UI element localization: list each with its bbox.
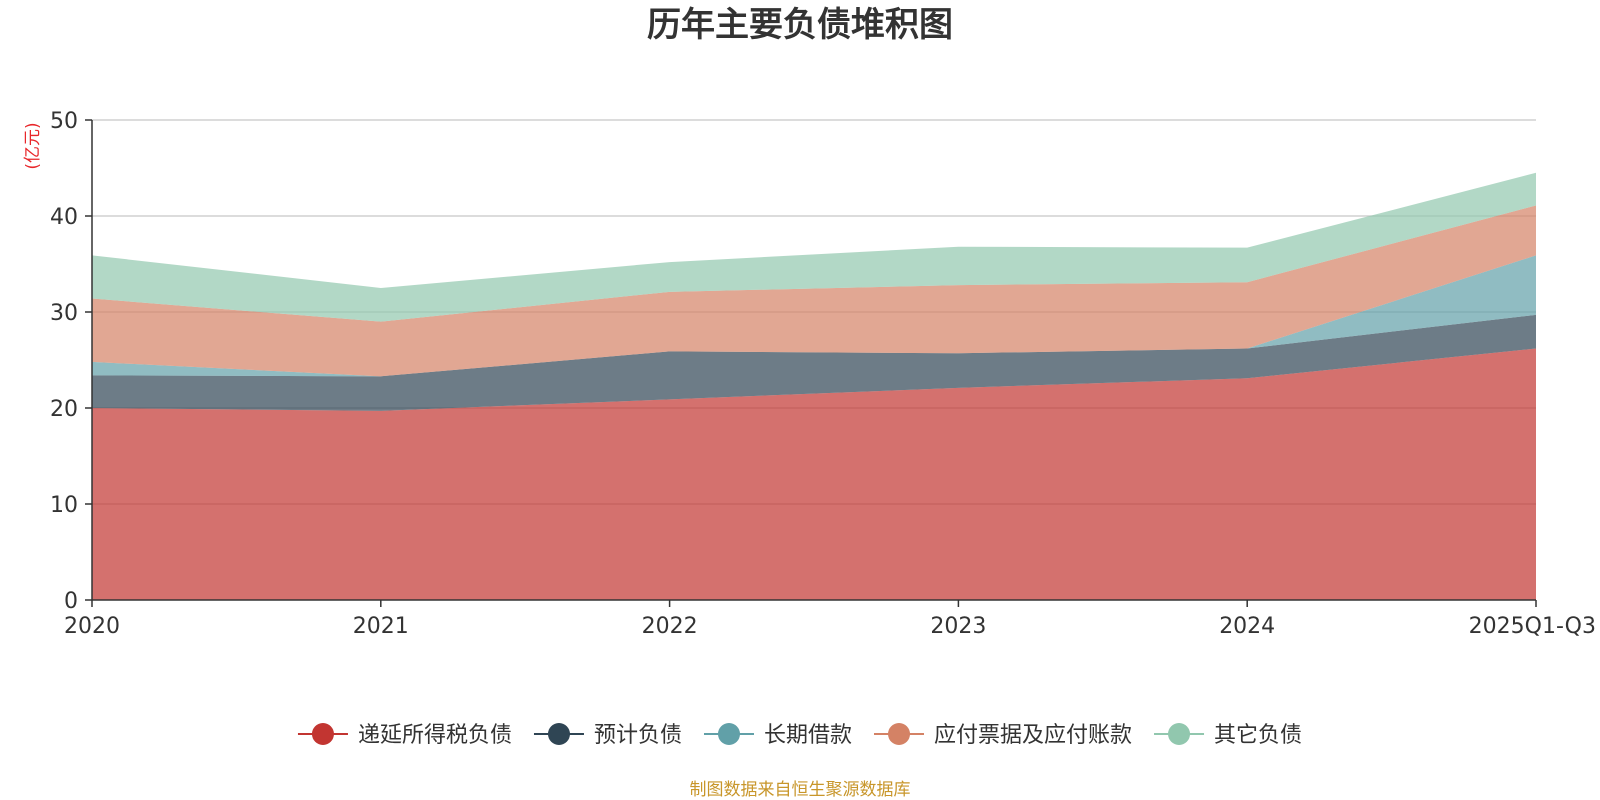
y-tick-label: 10 [50, 493, 78, 518]
legend-marker-icon [311, 723, 334, 745]
legend-item[interactable]: 预计负债 [533, 723, 682, 748]
y-tick-label: 30 [50, 301, 78, 326]
legend-label: 其它负债 [1214, 723, 1302, 748]
x-tick-label: 2021 [353, 614, 409, 639]
x-tick-label: 2024 [1219, 614, 1275, 639]
legend-label: 预计负债 [594, 723, 682, 748]
x-tick-label: 2025Q1-Q3 [1469, 614, 1596, 639]
area-series [92, 172, 1536, 600]
axes: 0 10 20 30 40 50 2020 2021 2022 2023 2024 2025Q1-Q3 [50, 109, 1596, 639]
x-tick-label: 2020 [64, 614, 120, 639]
legend-item[interactable]: 递延所得税负债 [297, 723, 512, 748]
legend-marker-icon [1168, 723, 1191, 745]
area-其它负债 [92, 172, 1536, 322]
y-tick-label: 50 [50, 109, 78, 134]
legend-item[interactable]: 长期借款 [703, 723, 852, 748]
area-预计负债 [92, 314, 1536, 411]
source-note: 制图数据来自恒生聚源数据库 [690, 780, 911, 800]
legend-marker-icon [888, 723, 911, 745]
legend-item[interactable]: 其它负债 [1154, 723, 1302, 748]
area-应付票据及应付账款 [92, 205, 1536, 377]
y-tick-label: 0 [64, 589, 78, 614]
legend-label: 长期借款 [764, 723, 852, 748]
legend-marker-icon [547, 723, 570, 745]
legend-label: 递延所得税负债 [358, 723, 512, 748]
y-axis-unit-label: (亿元) [23, 122, 43, 169]
chart-title: 历年主要负债堆积图 [647, 5, 953, 45]
legend-marker-icon [717, 723, 740, 745]
x-tick-label: 2023 [930, 614, 986, 639]
area-递延所得税负债 [92, 348, 1536, 600]
legend-label: 应付票据及应付账款 [934, 723, 1132, 748]
y-tick-label: 20 [50, 397, 78, 422]
legend-item[interactable]: 应付票据及应付账款 [874, 723, 1132, 748]
x-tick-label: 2022 [642, 614, 698, 639]
y-tick-label: 40 [50, 205, 78, 230]
legend[interactable]: 递延所得税负债 预计负债 长期借款 应付票据及应付账款 其它负债 [297, 723, 1302, 748]
